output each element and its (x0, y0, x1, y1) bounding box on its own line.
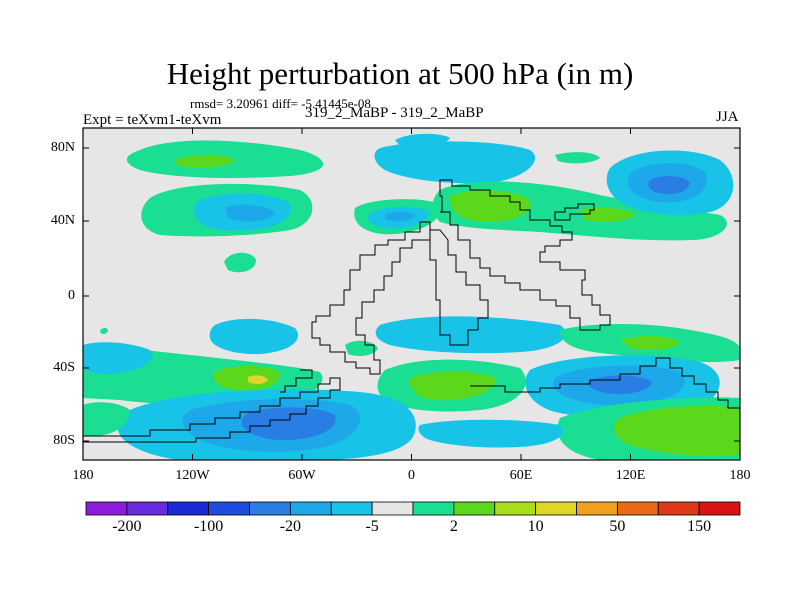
colorbar-swatch (249, 501, 291, 516)
colorbar-swatch (535, 501, 577, 516)
contour-green-dot (100, 328, 108, 334)
colorbar-swatch (167, 501, 210, 516)
tick-marks (82, 128, 741, 460)
y-tick-label: 40S (53, 360, 75, 375)
contour-lightblue-arctic (374, 141, 536, 184)
contour-darkblue-siberia (648, 176, 690, 195)
case-label: 319_2_MaBP - 319_2_MaBP (305, 105, 484, 121)
contour-field (83, 128, 740, 460)
y-tick-label: 40N (50, 213, 75, 228)
continent-outline-south-america-west (280, 369, 313, 393)
x-tick-label: 60E (509, 468, 533, 483)
stats-label: rmsd= 3.20961 diff= -5.41445e-08 (190, 96, 371, 111)
contour-yellow-south-west (248, 375, 268, 385)
continent-outline-africa-eurasia (439, 179, 611, 331)
continent-outline-americas (311, 221, 431, 375)
colorbar-label: -20 (279, 518, 302, 535)
colorbar-label: -5 (365, 518, 379, 535)
contour-lime-antarctic-east (614, 405, 740, 457)
colorbar-label: 2 (449, 518, 458, 535)
x-tick-label: 180 (72, 468, 94, 483)
map-title: Height perturbation at 500 hPa (in m) (166, 56, 634, 91)
colorbar-label: 50 (609, 518, 626, 535)
colorbar-label: -100 (193, 518, 224, 535)
colorbar-swatch (289, 501, 332, 516)
x-tick-label: 120E (615, 468, 646, 483)
y-tick-label: 0 (68, 288, 75, 303)
continent-outline-europe-africa (429, 229, 489, 346)
colorbar-swatch (494, 501, 537, 516)
experiment-label: Expt = teXvm1-teXvm (83, 112, 222, 128)
contour-lightblue-south-west (83, 342, 153, 375)
contour-green-pacific-small (224, 252, 256, 273)
y-tick-label: 80S (53, 433, 75, 448)
contour-lime-asia (580, 207, 635, 222)
contour-lime-south-atl (409, 371, 496, 401)
x-tick-label: 60W (288, 468, 316, 483)
colorbar-swatch (412, 501, 455, 516)
contour-lightblue-south-atl (375, 316, 566, 354)
colorbar-swatch (126, 501, 169, 516)
colorbar (85, 501, 741, 516)
contour-lightblue-antarctic-mid (418, 419, 564, 448)
contour-darkblue-antarctic-west (241, 407, 336, 441)
contour-lightblue-top-mid (395, 133, 450, 147)
contour-lightblue-se-pacific (209, 318, 299, 355)
contour-lime-nh-west (175, 154, 235, 168)
contour-blue-na (225, 204, 275, 222)
colorbar-swatch (371, 501, 414, 516)
continent-outline-australia-ish (554, 203, 595, 221)
continent-outline-antarctica-east (470, 357, 740, 409)
contour-green-scandinavia (555, 152, 600, 164)
season-label: JJA (716, 109, 739, 125)
x-tick-label: 120W (175, 468, 210, 483)
colorbar-swatch (85, 501, 128, 516)
continent-outline-antarctica (83, 377, 341, 443)
colorbar-label: -200 (112, 518, 142, 535)
y-tick-label: 80N (50, 140, 75, 155)
contour-blue-atl (385, 211, 415, 222)
colorbar-swatch (330, 501, 373, 516)
contour-lime-eurasia (449, 190, 531, 222)
colorbar-label: 10 (527, 518, 544, 535)
x-tick-label: 180 (729, 468, 751, 483)
contour-lightblue-nh-center (452, 152, 512, 170)
contour-green-antarctic-west-edge (83, 402, 130, 436)
colorbar-swatch (698, 501, 741, 516)
continent-outline-north-atlantic (439, 180, 442, 213)
x-tick-label: 0 (408, 468, 415, 483)
colorbar-label: 150 (687, 518, 712, 535)
colorbar-swatch (657, 501, 700, 516)
colorbar-swatch (208, 501, 250, 516)
colorbar-swatch (453, 501, 496, 516)
contour-lime-south-west (213, 366, 281, 391)
colorbar-swatch (576, 501, 618, 516)
contour-lime-south-indian (620, 336, 680, 350)
colorbar-swatch (616, 501, 659, 516)
